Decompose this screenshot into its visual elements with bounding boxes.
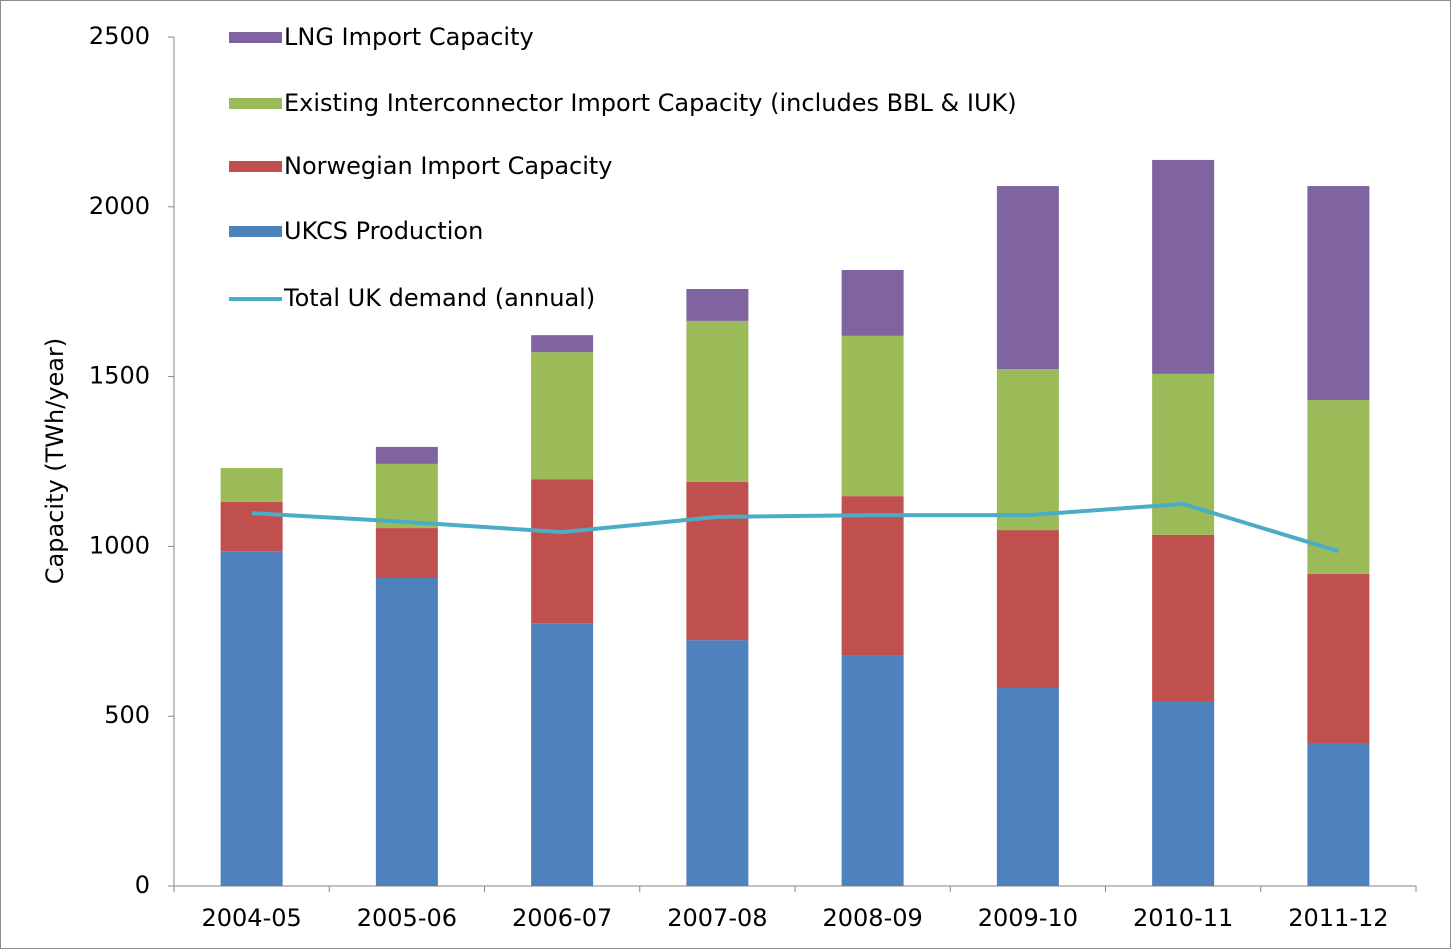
bar-segment (1307, 186, 1370, 401)
bar-segment (1152, 159, 1215, 374)
bar-segment (531, 335, 594, 353)
bar-segment (1307, 400, 1370, 574)
x-tick-label: 2005-06 (357, 904, 457, 932)
y-tick-label: 500 (104, 701, 150, 729)
bar-segment (686, 481, 749, 641)
bar-segment (375, 577, 438, 886)
bar-segment (220, 467, 283, 502)
y-tick-label: 0 (135, 871, 150, 899)
legend-marker (229, 297, 282, 301)
y-axis-title: Capacity (TWh/year) (41, 338, 69, 584)
bar-segment (220, 501, 283, 552)
line-series (251, 501, 1339, 554)
bar-segment (841, 655, 904, 886)
x-tick-label: 2006-07 (512, 904, 612, 932)
legend-label: Existing Interconnector Import Capacity … (284, 89, 1017, 117)
bar-segment (531, 479, 594, 624)
bar-segment (220, 551, 283, 886)
bar-segment (531, 352, 594, 480)
legend-marker (229, 226, 282, 237)
legend-label: Total UK demand (annual) (284, 284, 596, 312)
bar-segment (375, 463, 438, 529)
bar-segment (375, 446, 438, 464)
x-tick-label: 2007-08 (667, 904, 767, 932)
bar-segment (1152, 534, 1215, 702)
bar-segment (841, 496, 904, 656)
bar-segment (996, 186, 1059, 370)
legend-label: Norwegian Import Capacity (284, 152, 613, 180)
bar-segment (375, 528, 438, 578)
bar-segment (531, 623, 594, 886)
bar-segment (686, 288, 749, 321)
bar-segment (686, 320, 749, 482)
legend-marker (229, 32, 282, 43)
y-tick-label: 1000 (89, 531, 150, 559)
bar-segment (841, 269, 904, 336)
x-tick-label: 2008-09 (822, 904, 922, 932)
bar-segment (996, 530, 1059, 689)
bar-segment (841, 335, 904, 497)
legend-label: LNG Import Capacity (284, 23, 534, 51)
bar-segment (1307, 743, 1370, 886)
legend-marker (229, 98, 282, 109)
y-tick-label: 2000 (89, 192, 150, 220)
x-tick-label: 2011-12 (1288, 904, 1388, 932)
x-tick-label: 2010-11 (1133, 904, 1233, 932)
x-tick-label: 2009-10 (978, 904, 1078, 932)
legend-marker (229, 161, 282, 172)
bar-segment (1307, 573, 1370, 744)
bar-segment (686, 640, 749, 886)
bar-segment (996, 369, 1059, 531)
bar-segment (1152, 373, 1215, 535)
bar-segment (996, 688, 1059, 886)
x-tick-label: 2004-05 (201, 904, 301, 932)
legend-label: UKCS Production (284, 217, 484, 245)
y-tick-label: 2500 (89, 22, 150, 50)
bar-segment (1152, 701, 1215, 886)
y-tick-label: 1500 (89, 362, 150, 390)
